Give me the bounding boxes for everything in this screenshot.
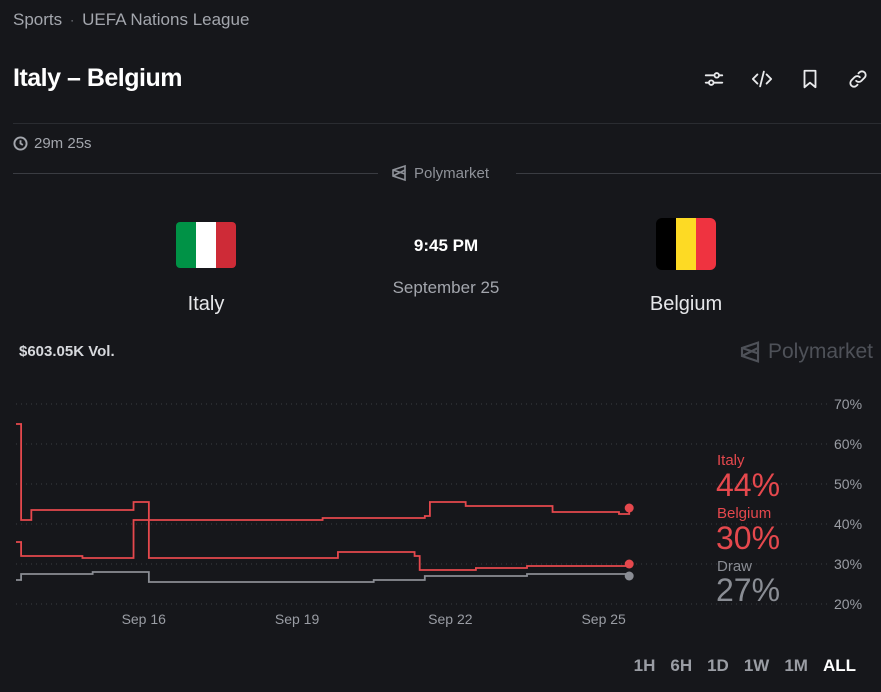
series-line-italy [16, 423, 631, 521]
y-tick-label: 20% [834, 596, 862, 612]
range-all[interactable]: ALL [822, 656, 856, 675]
source-divider: Polymarket [13, 163, 881, 185]
kickoff-time: 9:45 PM [413, 236, 479, 255]
watermark-text: Polymarket [767, 340, 873, 363]
price-chart[interactable]: 70% 60% 50% 40% 30% 20% Sep 16 Sep 19 Sep 22 Sep … [0, 390, 881, 640]
series-line-draw [16, 571, 631, 583]
legend-value-belgium: 30% [716, 520, 780, 556]
link-icon[interactable] [845, 66, 871, 92]
x-tick-label: Sep 16 [122, 611, 167, 627]
y-tick-label: 50% [834, 476, 862, 492]
source-brand: Polymarket [390, 164, 489, 182]
belgium-flag [656, 218, 716, 270]
legend-value-italy: 44% [716, 467, 780, 503]
breadcrumb: Sports · UEFA Nations League [13, 10, 249, 30]
polymarket-logo-icon [392, 164, 406, 182]
clock-icon [13, 136, 28, 151]
series-endpoint-belgium [624, 559, 634, 569]
range-1w[interactable]: 1W [743, 656, 770, 675]
polymarket-logo-icon [740, 341, 760, 363]
volume-label: $603.05K Vol. [19, 343, 115, 360]
legend-value-draw: 27% [716, 572, 780, 608]
x-tick-label: Sep 19 [275, 611, 320, 627]
range-1h[interactable]: 1H [633, 656, 656, 675]
sliders-icon[interactable] [701, 66, 727, 92]
breadcrumb-separator: · [70, 13, 75, 27]
legend-name-italy: Italy [717, 452, 745, 469]
breadcrumb-sports[interactable]: Sports [13, 10, 63, 29]
home-team-name: Italy [187, 293, 225, 315]
x-tick-label: Sep 22 [428, 611, 473, 627]
series-endpoint-italy [624, 503, 634, 513]
breadcrumb-league[interactable]: UEFA Nations League [82, 10, 250, 29]
page-title: Italy – Belgium [13, 64, 182, 92]
x-tick-label: Sep 25 [581, 611, 626, 627]
series-line-belgium [16, 519, 631, 571]
range-1m[interactable]: 1M [784, 656, 808, 675]
embed-code-icon[interactable] [749, 66, 775, 92]
range-6h[interactable]: 6H [670, 656, 693, 675]
source-name: Polymarket [414, 164, 490, 182]
header-divider [13, 123, 881, 124]
countdown-timer: 29m 25s [13, 135, 92, 152]
y-tick-label: 60% [834, 436, 862, 452]
toolbar [701, 66, 871, 92]
kickoff-date: September 25 [392, 278, 500, 297]
bookmark-icon[interactable] [797, 66, 823, 92]
polymarket-watermark: Polymarket [738, 340, 873, 364]
time-range-selector: 1H 6H 1D 1W 1M ALL [634, 656, 856, 676]
italy-flag [176, 222, 236, 268]
legend-name-belgium: Belgium [717, 505, 771, 522]
y-tick-label: 40% [834, 516, 862, 532]
away-team-name: Belgium [649, 293, 723, 315]
range-1d[interactable]: 1D [707, 656, 729, 675]
y-tick-label: 30% [834, 556, 862, 572]
legend-name-draw: Draw [717, 558, 752, 575]
y-tick-label: 70% [834, 396, 862, 412]
series-endpoint-draw [624, 571, 634, 581]
timer-text: 29m 25s [34, 135, 92, 152]
